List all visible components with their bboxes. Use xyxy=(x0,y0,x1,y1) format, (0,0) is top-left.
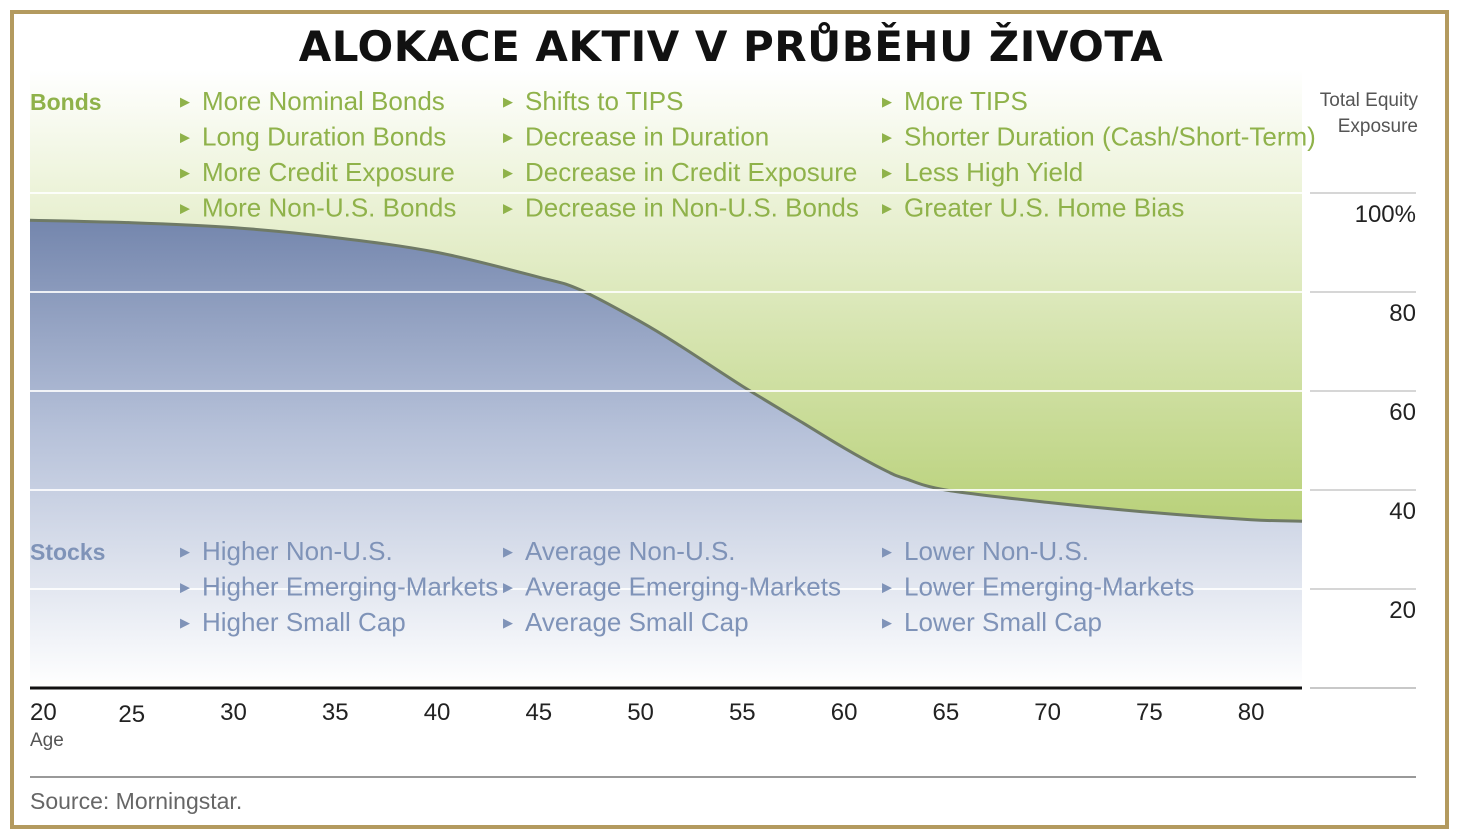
equity-curve xyxy=(29,218,1303,523)
y-axis-label-line2: Exposure xyxy=(1338,116,1418,137)
bullet-arrow-icon: ▶ xyxy=(882,616,892,631)
bond-note: Shifts to TIPS xyxy=(525,86,683,116)
bullet-arrow-icon: ▶ xyxy=(180,202,190,217)
chart-title: ALOKACE AKTIV V PRŮBĚHU ŽIVOTA xyxy=(298,22,1164,71)
stock-note: Average Emerging-Markets xyxy=(525,572,841,602)
x-tick-label: 30 xyxy=(220,699,247,726)
bond-note: Less High Yield xyxy=(904,157,1083,187)
bullet-arrow-icon: ▶ xyxy=(882,166,892,181)
bullet-arrow-icon: ▶ xyxy=(180,581,190,596)
bullet-arrow-icon: ▶ xyxy=(180,616,190,631)
stocks-region-label: Stocks xyxy=(30,539,105,565)
y-tick-label: 20 xyxy=(1389,597,1416,624)
source-note: Source: Morningstar. xyxy=(30,788,243,814)
x-tick-label: 65 xyxy=(932,699,959,726)
stock-note: Lower Small Cap xyxy=(904,607,1102,637)
bullet-arrow-icon: ▶ xyxy=(180,131,190,146)
bond-note: Shorter Duration (Cash/Short-Term) xyxy=(904,122,1316,152)
x-tick-label: 35 xyxy=(322,699,349,726)
bullet-arrow-icon: ▶ xyxy=(180,545,190,560)
bonds-region-label: Bonds xyxy=(30,89,102,115)
y-tick-label: 60 xyxy=(1389,399,1416,426)
bond-note: More Credit Exposure xyxy=(202,157,455,187)
x-tick-label: 75 xyxy=(1136,699,1163,726)
bond-note: More Non-U.S. Bonds xyxy=(202,193,456,223)
stock-note: Lower Non-U.S. xyxy=(904,536,1089,566)
x-tick-label: 25 xyxy=(118,701,145,728)
stock-note: Average Small Cap xyxy=(525,607,749,637)
bullet-arrow-icon: ▶ xyxy=(882,545,892,560)
stock-note: Lower Emerging-Markets xyxy=(904,572,1194,602)
bullet-arrow-icon: ▶ xyxy=(180,166,190,181)
y-tick-label: 40 xyxy=(1389,498,1416,525)
bullet-arrow-icon: ▶ xyxy=(882,202,892,217)
x-tick-label: 60 xyxy=(831,699,858,726)
x-tick-label: 70 xyxy=(1034,699,1061,726)
bond-note: Decrease in Credit Exposure xyxy=(525,157,857,187)
x-tick-label: 45 xyxy=(525,699,552,726)
y-axis-label-line1: Total Equity xyxy=(1320,90,1419,111)
x-tick-label: 40 xyxy=(424,699,451,726)
bullet-arrow-icon: ▶ xyxy=(503,131,513,146)
bullet-arrow-icon: ▶ xyxy=(180,95,190,110)
bond-note: Long Duration Bonds xyxy=(202,122,446,152)
bond-note: Greater U.S. Home Bias xyxy=(904,193,1184,223)
bullet-arrow-icon: ▶ xyxy=(503,166,513,181)
stock-note: Higher Small Cap xyxy=(202,607,406,637)
x-tick-label: 20 xyxy=(30,699,57,726)
y-tick-label: 100% xyxy=(1355,201,1416,228)
bullet-arrow-icon: ▶ xyxy=(503,202,513,217)
y-tick-label: 80 xyxy=(1389,300,1416,327)
bullet-arrow-icon: ▶ xyxy=(882,581,892,596)
bullet-arrow-icon: ▶ xyxy=(882,131,892,146)
bond-note: Decrease in Duration xyxy=(525,122,769,152)
bullet-arrow-icon: ▶ xyxy=(503,95,513,110)
x-tick-label: 80 xyxy=(1238,699,1265,726)
bullet-arrow-icon: ▶ xyxy=(503,545,513,560)
bond-note: More TIPS xyxy=(904,86,1028,116)
bond-note: More Nominal Bonds xyxy=(202,86,445,116)
stock-note: Average Non-U.S. xyxy=(525,536,736,566)
stock-note: Higher Non-U.S. xyxy=(202,536,393,566)
x-axis-label: Age xyxy=(30,730,64,751)
x-tick-label: 55 xyxy=(729,699,756,726)
bond-note: Decrease in Non-U.S. Bonds xyxy=(525,193,859,223)
bullet-arrow-icon: ▶ xyxy=(882,95,892,110)
bullet-arrow-icon: ▶ xyxy=(503,581,513,596)
stock-note: Higher Emerging-Markets xyxy=(202,572,498,602)
source-divider xyxy=(30,776,1416,778)
x-tick-label: 50 xyxy=(627,699,654,726)
bullet-arrow-icon: ▶ xyxy=(503,616,513,631)
stocks-area xyxy=(30,220,1302,688)
